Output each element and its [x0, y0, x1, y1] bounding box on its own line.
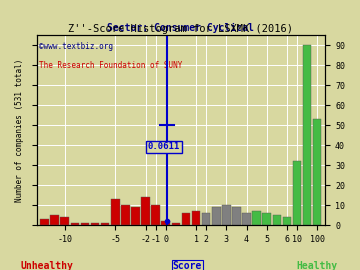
Text: The Research Foundation of SUNY: The Research Foundation of SUNY [39, 60, 183, 70]
Bar [91, 224, 99, 225]
Bar [151, 205, 160, 225]
Bar [283, 217, 291, 225]
Bar [303, 45, 311, 225]
Bar [121, 205, 130, 225]
Bar [60, 217, 69, 225]
Bar [202, 214, 211, 225]
Bar [262, 214, 271, 225]
Text: ©www.textbiz.org: ©www.textbiz.org [39, 42, 113, 50]
Bar [161, 221, 170, 225]
Text: Sector: Consumer Cyclical: Sector: Consumer Cyclical [107, 23, 254, 33]
Bar [182, 214, 190, 225]
Text: Score: Score [172, 261, 202, 270]
Bar [192, 211, 200, 225]
Bar [101, 224, 109, 225]
Bar [232, 207, 241, 225]
Title: Z''-Score Histogram for LSXMK (2016): Z''-Score Histogram for LSXMK (2016) [68, 24, 293, 35]
Bar [313, 119, 321, 225]
Bar [172, 224, 180, 225]
Bar [252, 211, 261, 225]
Text: 0.0611: 0.0611 [148, 142, 180, 151]
Bar [293, 161, 301, 225]
Bar [81, 224, 89, 225]
Bar [273, 215, 281, 225]
Bar [111, 200, 120, 225]
Bar [242, 214, 251, 225]
Text: Unhealthy: Unhealthy [21, 261, 73, 270]
Bar [50, 215, 59, 225]
Bar [71, 224, 79, 225]
Text: Healthy: Healthy [296, 261, 337, 270]
Y-axis label: Number of companies (531 total): Number of companies (531 total) [15, 59, 24, 202]
Bar [222, 205, 231, 225]
Bar [141, 197, 150, 225]
Bar [40, 220, 49, 225]
Bar [212, 207, 221, 225]
Bar [131, 207, 140, 225]
